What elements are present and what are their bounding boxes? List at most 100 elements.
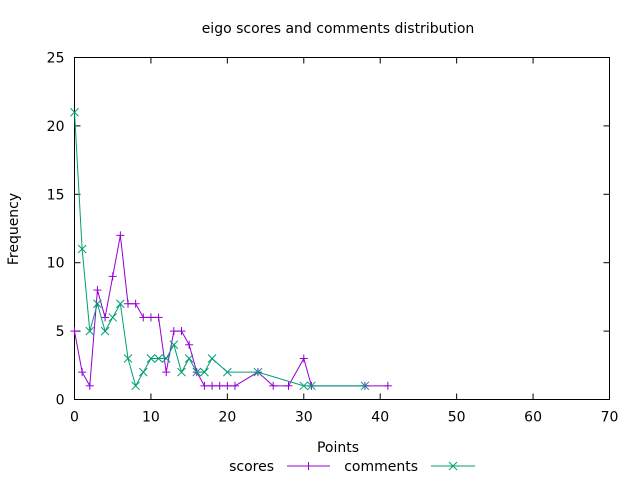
- data-point-comments: [223, 367, 232, 377]
- data-point-comments: [85, 326, 95, 336]
- data-point-scores: [284, 381, 293, 390]
- data-point-comments: [123, 354, 133, 363]
- series-comments: [70, 107, 370, 391]
- marker-stroke: [154, 354, 163, 363]
- data-point-comments: [116, 299, 125, 309]
- data-point-scores: [177, 327, 186, 336]
- marker-stroke: [100, 326, 110, 336]
- series-scores: [70, 231, 392, 390]
- marker-stroke: [70, 107, 79, 117]
- marker-stroke: [123, 354, 133, 363]
- y-tick-label: 15: [47, 187, 65, 203]
- axes: 0 10 20 30 40 50 60 70 0 5 10 15 20 25: [47, 51, 619, 426]
- legend-swatch-marker: [448, 461, 458, 471]
- data-point-scores: [223, 381, 232, 390]
- data-point-comments: [177, 367, 186, 377]
- x-tick-label: 70: [601, 410, 619, 426]
- data-point-scores: [200, 381, 209, 390]
- data-point-comments: [299, 381, 309, 391]
- marker-stroke: [207, 354, 217, 363]
- marker-stroke: [93, 299, 102, 309]
- data-point-comments: [131, 381, 140, 391]
- marker-stroke: [161, 354, 171, 363]
- data-point-scores: [299, 354, 308, 363]
- y-tick-label: 25: [47, 51, 65, 67]
- marker-stroke: [146, 354, 156, 363]
- marker-stroke: [169, 340, 179, 350]
- marker-stroke: [177, 367, 186, 377]
- y-axis-label: Frequency: [6, 193, 22, 265]
- legend-label: scores: [229, 459, 274, 475]
- marker-stroke: [299, 381, 309, 391]
- marker-stroke: [138, 367, 148, 377]
- marker-stroke: [360, 381, 370, 391]
- data-point-scores: [208, 381, 217, 390]
- marker-stroke: [223, 367, 232, 377]
- plot-area-frame: [74, 57, 610, 400]
- data-point-comments: [100, 326, 110, 336]
- data-point-scores: [85, 381, 94, 390]
- data-point-scores: [146, 313, 155, 322]
- data-point-scores: [116, 231, 125, 240]
- marker-stroke: [131, 381, 140, 391]
- y-tick-label: 5: [56, 324, 65, 340]
- data-point-comments: [207, 354, 217, 363]
- data-point-scores: [383, 381, 392, 390]
- data-point-scores: [101, 313, 110, 322]
- marker-stroke: [116, 299, 125, 309]
- data-point-comments: [169, 340, 179, 350]
- data-point-scores: [185, 340, 194, 349]
- data-point-comments: [161, 354, 171, 363]
- data-point-scores: [169, 327, 178, 336]
- legend-item-scores: scores: [229, 459, 330, 475]
- data-point-comments: [192, 367, 202, 377]
- data-point-scores: [162, 368, 171, 377]
- x-tick-label: 30: [295, 410, 313, 426]
- data-point-comments: [307, 381, 316, 391]
- data-point-scores: [139, 313, 148, 322]
- marker-stroke: [108, 313, 118, 322]
- data-point-comments: [146, 354, 156, 363]
- x-tick-label: 0: [70, 410, 79, 426]
- chart-title: eigo scores and comments distribution: [202, 21, 475, 37]
- y-tick-label: 0: [56, 393, 65, 409]
- x-tick-label: 40: [371, 410, 389, 426]
- x-axis-label: Points: [317, 440, 359, 456]
- data-point-comments: [93, 299, 102, 309]
- marker-stroke: [448, 461, 458, 471]
- series-line-comments: [74, 112, 365, 388]
- data-point-comments: [154, 354, 163, 363]
- legend-item-comments: comments: [344, 459, 475, 475]
- data-point-scores: [70, 327, 79, 336]
- data-point-comments: [200, 367, 209, 377]
- data-point-comments: [253, 367, 263, 377]
- marker-stroke: [192, 367, 202, 377]
- legend-swatch-marker: [304, 462, 313, 470]
- marker-stroke: [184, 354, 194, 363]
- data-point-comments: [70, 107, 79, 117]
- series-layer: [70, 107, 392, 391]
- data-point-comments: [360, 381, 370, 391]
- data-point-scores: [215, 381, 224, 390]
- legend-label: comments: [344, 459, 418, 475]
- marker-stroke: [200, 367, 209, 377]
- data-point-comments: [77, 244, 87, 254]
- data-point-scores: [124, 299, 132, 308]
- data-point-comments: [184, 354, 194, 363]
- data-point-scores: [93, 286, 102, 295]
- data-point-comments: [108, 313, 118, 322]
- marker-stroke: [85, 326, 95, 336]
- legend: scores comments: [229, 459, 475, 475]
- data-point-scores: [108, 272, 117, 281]
- data-point-comments: [138, 367, 148, 377]
- x-tick-label: 10: [142, 410, 160, 426]
- x-tick-label: 60: [524, 410, 542, 426]
- marker-stroke: [253, 367, 263, 377]
- x-tick-label: 20: [218, 410, 236, 426]
- y-tick-label: 10: [47, 256, 65, 272]
- x-tick-label: 50: [448, 410, 466, 426]
- data-point-scores: [269, 381, 278, 390]
- data-point-scores: [78, 368, 87, 377]
- y-tick-label: 20: [47, 119, 65, 135]
